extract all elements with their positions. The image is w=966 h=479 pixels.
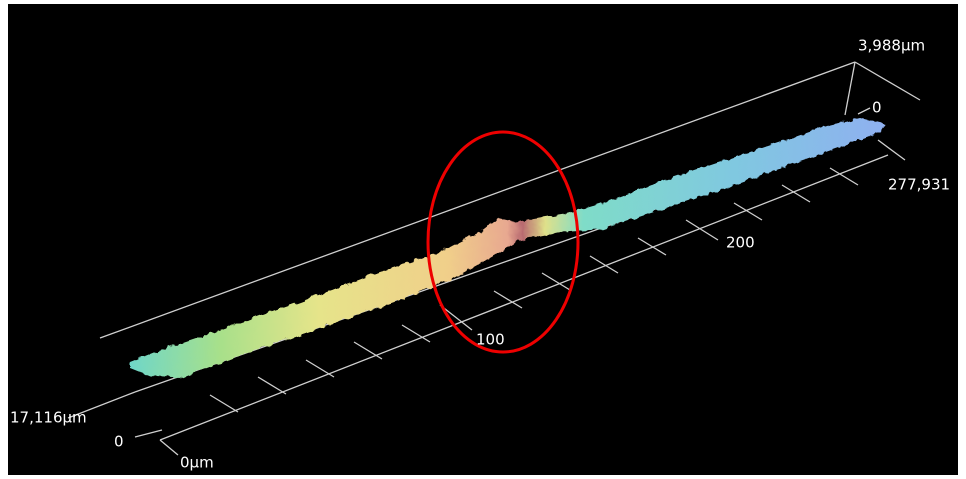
surface bbox=[130, 118, 885, 378]
left-axis bbox=[67, 391, 136, 419]
tick-line bbox=[209, 394, 239, 413]
origin-tick bbox=[159, 439, 179, 456]
x-zero-label: 0µm bbox=[180, 454, 214, 472]
axes bbox=[67, 61, 921, 456]
tick-line bbox=[493, 290, 523, 309]
tick-line bbox=[589, 255, 619, 274]
top-right-line bbox=[854, 61, 921, 101]
z-axis bbox=[844, 61, 856, 116]
tick-line bbox=[401, 324, 431, 343]
z-max-label: 3,988µm bbox=[858, 37, 925, 55]
x-ticks bbox=[209, 167, 859, 413]
left-zero-line bbox=[134, 429, 163, 438]
tick-line bbox=[637, 237, 667, 256]
y-max-label: 277,931 bbox=[888, 176, 950, 194]
x-tick-label: 200 bbox=[726, 234, 755, 252]
left-zero-label: 0 bbox=[114, 433, 124, 451]
highlight-ellipse bbox=[426, 130, 580, 354]
front-axis bbox=[159, 154, 889, 441]
x-tick-label: 100 bbox=[476, 331, 505, 349]
tick-line bbox=[257, 376, 287, 395]
z-zero-label: 0 bbox=[872, 99, 882, 117]
y-left-label: 17,116µm bbox=[10, 409, 87, 427]
back-line bbox=[99, 61, 856, 339]
tick-line bbox=[685, 219, 719, 241]
tick-line bbox=[829, 167, 859, 186]
tick-line bbox=[305, 359, 335, 378]
tick-line bbox=[541, 272, 571, 291]
tick-line bbox=[353, 341, 383, 360]
tick-line bbox=[439, 304, 473, 331]
tick-line bbox=[733, 202, 763, 221]
tick-line bbox=[781, 184, 811, 203]
right-axis bbox=[877, 139, 906, 161]
z-tick bbox=[857, 107, 871, 115]
